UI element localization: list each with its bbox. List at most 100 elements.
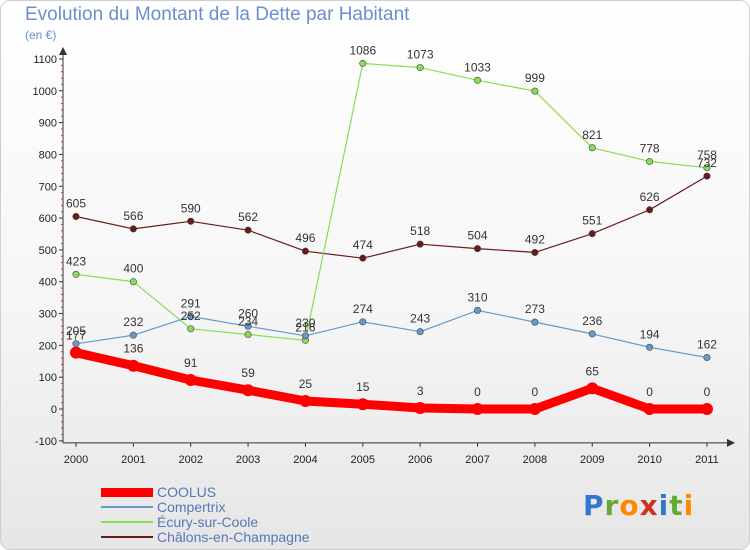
y-tick-label: -100 [35, 436, 57, 448]
data-point [588, 230, 596, 238]
y-tick-label: 200 [39, 340, 57, 352]
data-point [299, 395, 312, 408]
x-tick-label: 2002 [178, 454, 202, 466]
data-label: 274 [353, 302, 373, 316]
data-label: 423 [66, 254, 86, 268]
data-point [359, 59, 367, 67]
brand-logo-letter: r [604, 489, 620, 522]
data-point [588, 144, 596, 152]
data-point [187, 325, 195, 333]
data-point [531, 87, 539, 95]
data-point [70, 346, 82, 359]
data-point [700, 403, 713, 415]
data-point [129, 225, 137, 233]
data-label: 59 [241, 366, 255, 380]
data-label: 0 [646, 385, 653, 399]
data-label: 496 [295, 231, 315, 245]
brand-logo-letter: i [683, 489, 695, 522]
legend-swatch [101, 506, 153, 508]
y-tick-label: 500 [39, 245, 57, 257]
data-label: 216 [295, 320, 315, 334]
data-label: 492 [525, 232, 545, 246]
data-point [643, 403, 656, 415]
data-label: 0 [704, 385, 711, 399]
data-point [184, 374, 197, 387]
data-label: 205 [66, 324, 86, 338]
data-label: 65 [586, 364, 600, 378]
chart-unit: (en €) [25, 28, 57, 42]
data-point [301, 332, 309, 340]
legend-label: Châlons-en-Champagne [157, 529, 310, 545]
y-tick-label: 1100 [33, 54, 57, 66]
data-point [416, 240, 424, 248]
brand-logo-letter: i [658, 489, 670, 522]
data-label: 1033 [464, 60, 491, 74]
data-label: 999 [525, 71, 545, 85]
data-point [586, 382, 599, 395]
data-point [703, 172, 711, 180]
x-tick-label: 2008 [523, 454, 547, 466]
x-tick-label: 2010 [637, 454, 661, 466]
data-label: 91 [184, 356, 198, 370]
data-label: 252 [181, 309, 201, 323]
data-point [474, 76, 482, 84]
data-label: 310 [468, 290, 488, 304]
data-point [703, 164, 711, 172]
data-label: 590 [181, 201, 201, 215]
data-label: 562 [238, 210, 258, 224]
y-tick-label: 400 [39, 277, 57, 289]
data-label: 230 [295, 316, 315, 330]
data-label: 234 [238, 315, 258, 329]
data-point [244, 226, 252, 234]
data-point [531, 318, 539, 326]
data-label: 136 [123, 342, 143, 356]
data-label: 518 [410, 224, 430, 238]
legend-swatch [101, 521, 153, 523]
data-label: 25 [299, 377, 313, 391]
data-label: 1073 [407, 48, 434, 62]
data-label: 474 [353, 238, 373, 252]
data-point [359, 254, 367, 262]
data-point [129, 331, 137, 339]
data-point [416, 328, 424, 336]
data-point [471, 403, 484, 415]
x-tick-label: 2000 [64, 454, 88, 466]
data-point [359, 318, 367, 326]
data-label: 236 [582, 314, 602, 328]
data-point [244, 331, 252, 339]
data-label: 0 [532, 385, 539, 399]
data-label: 3 [417, 384, 424, 398]
data-point [528, 403, 541, 415]
data-point [531, 248, 539, 256]
legend-label: COOLUS [157, 484, 217, 500]
data-label: 778 [640, 141, 660, 155]
data-label: 0 [474, 385, 481, 399]
data-point [187, 217, 195, 225]
data-label: 177 [66, 329, 86, 343]
series-line [75, 175, 708, 259]
series-line [75, 309, 708, 359]
data-label: 162 [697, 337, 717, 351]
data-label: 732 [697, 156, 717, 170]
x-tick-label: 2009 [580, 454, 604, 466]
x-tick-label: 2006 [408, 454, 432, 466]
x-tick-label: 2005 [351, 454, 375, 466]
x-tick-label: 2007 [465, 454, 489, 466]
legend-swatch [101, 536, 153, 538]
data-label: 15 [356, 380, 370, 394]
brand-logo-letter: o [619, 489, 640, 522]
data-point [416, 64, 424, 72]
data-point [588, 330, 596, 338]
y-tick-label: 100 [39, 372, 57, 384]
data-label: 821 [582, 128, 602, 142]
brand-logo-letter: P [583, 489, 605, 522]
x-tick-label: 2004 [293, 454, 317, 466]
legend-swatch [101, 487, 153, 497]
x-axis-arrow [727, 438, 735, 447]
y-tick-label: 300 [39, 309, 57, 321]
y-tick-label: 0 [51, 404, 57, 416]
data-label: 626 [640, 190, 660, 204]
data-point [301, 247, 309, 255]
data-point [129, 278, 137, 286]
y-axis-arrow [59, 46, 67, 55]
